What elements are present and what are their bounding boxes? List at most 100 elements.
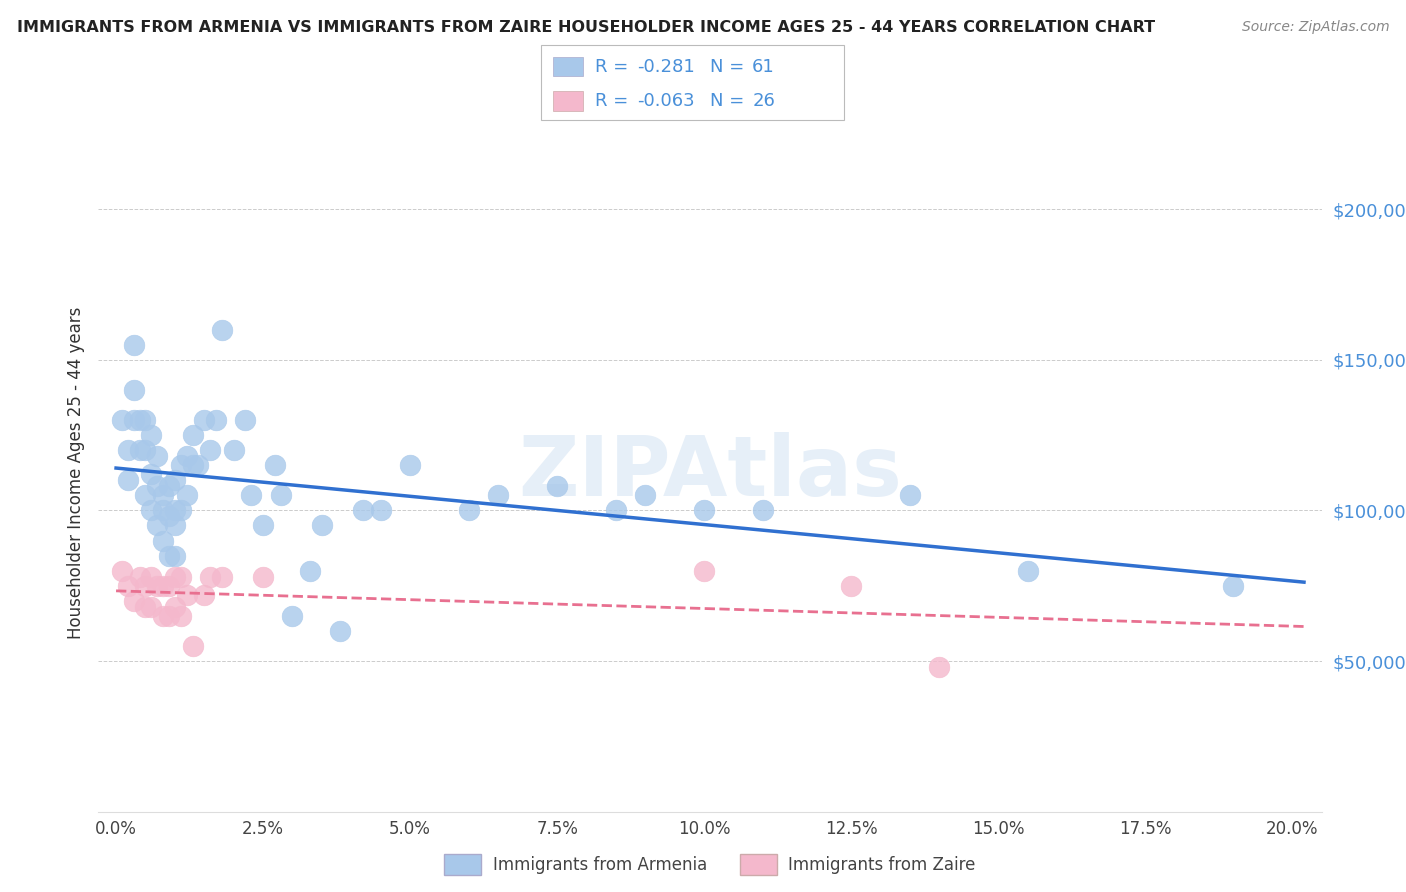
Point (163, 599, 186, 614)
Point (458, 503, 481, 517)
Point (146, 479, 169, 493)
Point (211, 570, 233, 584)
Point (1017, 564, 1039, 578)
Point (352, 503, 374, 517)
Point (181, 428, 204, 442)
Point (263, 458, 285, 473)
Point (141, 428, 163, 442)
Point (152, 579, 174, 593)
Point (134, 599, 156, 614)
Point (117, 473, 139, 487)
Point (163, 473, 186, 487)
Point (122, 337, 145, 351)
Point (163, 570, 186, 584)
Point (193, 588, 215, 602)
Point (235, 413, 257, 427)
Point (486, 488, 509, 502)
Point (157, 579, 180, 593)
Text: R =: R = (595, 58, 634, 77)
Point (152, 488, 174, 502)
Point (176, 488, 198, 502)
Point (152, 503, 174, 517)
Point (134, 488, 156, 502)
Point (157, 608, 180, 623)
Point (299, 564, 322, 578)
Point (605, 503, 627, 517)
Point (252, 518, 274, 533)
Text: Source: ZipAtlas.com: Source: ZipAtlas.com (1241, 20, 1389, 34)
Point (128, 570, 150, 584)
Text: N =: N = (710, 58, 749, 77)
Point (311, 518, 333, 533)
Point (146, 449, 169, 463)
Point (128, 443, 150, 458)
Point (157, 479, 180, 493)
Text: N =: N = (710, 92, 749, 110)
Point (693, 564, 716, 578)
Y-axis label: Householder Income Ages 25 - 44 years: Householder Income Ages 25 - 44 years (66, 307, 84, 639)
Point (211, 323, 233, 337)
Point (163, 549, 186, 563)
Point (157, 509, 180, 524)
Point (693, 503, 716, 517)
Point (205, 413, 228, 427)
Point (163, 518, 186, 533)
Point (928, 660, 950, 674)
Point (141, 467, 163, 482)
Point (146, 518, 169, 533)
Point (128, 413, 150, 427)
Point (252, 570, 274, 584)
Point (198, 570, 221, 584)
Point (170, 503, 193, 517)
Point (134, 413, 156, 427)
Text: -0.063: -0.063 (637, 92, 695, 110)
Point (146, 579, 169, 593)
Text: IMMIGRANTS FROM ARMENIA VS IMMIGRANTS FROM ZAIRE HOUSEHOLDER INCOME AGES 25 - 44: IMMIGRANTS FROM ARMENIA VS IMMIGRANTS FR… (17, 20, 1154, 35)
Text: 26: 26 (752, 92, 775, 110)
Point (198, 443, 221, 458)
Point (141, 599, 163, 614)
Point (176, 449, 198, 463)
Point (328, 624, 350, 638)
Point (134, 443, 156, 458)
Point (176, 588, 198, 602)
Point (752, 503, 775, 517)
Text: -0.281: -0.281 (637, 58, 695, 77)
Point (281, 608, 304, 623)
Text: ZIPAtlas: ZIPAtlas (517, 433, 903, 513)
Point (111, 413, 134, 427)
Point (170, 608, 193, 623)
Point (111, 564, 134, 578)
Point (240, 488, 263, 502)
Point (193, 413, 215, 427)
Point (117, 443, 139, 458)
Point (222, 443, 245, 458)
Point (134, 579, 156, 593)
Point (170, 570, 193, 584)
Point (187, 458, 209, 473)
Point (163, 503, 186, 517)
Point (122, 383, 145, 397)
Point (181, 639, 204, 653)
Point (170, 458, 193, 473)
Point (370, 503, 392, 517)
Text: 61: 61 (752, 58, 775, 77)
Point (117, 579, 139, 593)
Text: R =: R = (595, 92, 634, 110)
Point (141, 503, 163, 517)
Legend: Immigrants from Armenia, Immigrants from Zaire: Immigrants from Armenia, Immigrants from… (437, 847, 983, 881)
Point (1222, 579, 1244, 593)
Point (122, 594, 145, 608)
Point (152, 533, 174, 548)
Point (839, 579, 862, 593)
Point (270, 488, 292, 502)
Point (898, 488, 921, 502)
Point (141, 570, 163, 584)
Point (152, 608, 174, 623)
Point (546, 479, 568, 493)
Point (157, 549, 180, 563)
Point (634, 488, 657, 502)
Point (122, 413, 145, 427)
Point (399, 458, 422, 473)
Point (181, 458, 204, 473)
